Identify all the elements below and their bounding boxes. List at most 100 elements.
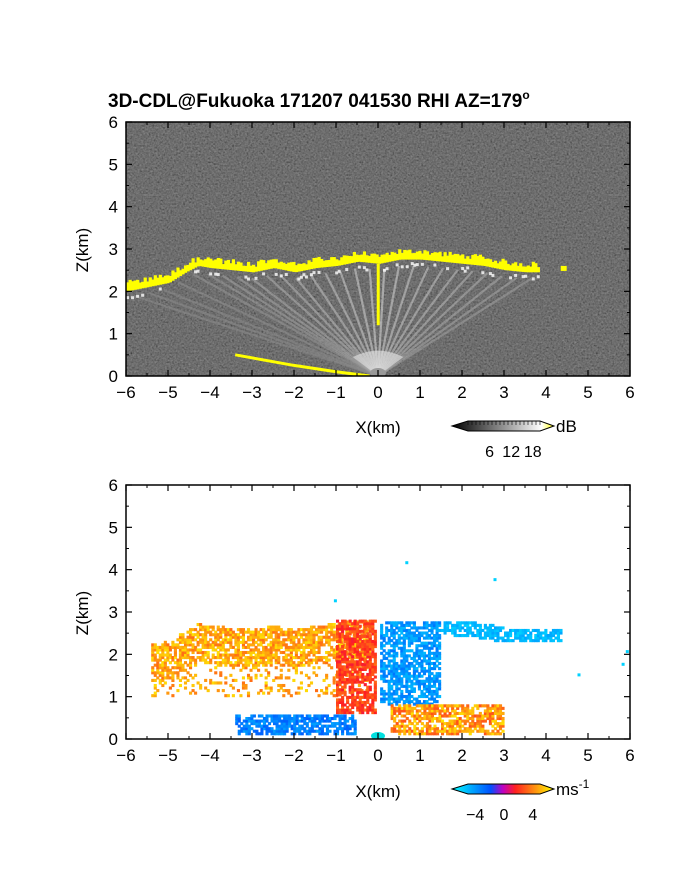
velocity-pixel <box>478 716 482 721</box>
velocity-pixel <box>214 671 218 675</box>
velocity-pixel <box>305 722 309 726</box>
velocity-pixel <box>224 640 228 644</box>
velocity-pixel <box>343 724 347 728</box>
cloud-layer-pixel <box>244 265 248 272</box>
velocity-pixel <box>183 640 188 644</box>
velocity-pixel <box>267 633 271 637</box>
velocity-pixel <box>289 648 293 652</box>
velocity-pixel <box>219 653 223 657</box>
cloud-base-pixel <box>461 266 465 270</box>
velocity-pixel <box>382 656 386 660</box>
velocity-pixel <box>274 676 278 680</box>
velocity-pixel <box>196 640 200 644</box>
velocity-pixel <box>368 645 372 649</box>
velocity-pixel <box>173 650 177 655</box>
velocity-pixel <box>315 656 319 660</box>
velocity-pixel <box>358 652 362 656</box>
velocity-pixel <box>325 724 330 728</box>
velocity-pixel <box>173 671 177 675</box>
velocity-pixel <box>371 632 375 636</box>
velocity-pixel <box>373 688 377 692</box>
velocity-pixel <box>361 642 365 646</box>
velocity-pixel <box>201 650 205 655</box>
velocity-pixel <box>410 729 414 733</box>
velocity-pixel <box>397 682 401 686</box>
velocity-pixel <box>269 656 273 660</box>
velocity-pixel <box>224 633 228 637</box>
velocity-pixel <box>189 663 193 667</box>
velocity-pixel <box>353 719 357 723</box>
velocity-pixel <box>408 711 412 716</box>
backscatter-beam <box>178 281 379 376</box>
velocity-pixel <box>274 638 278 642</box>
velocity-pixel <box>346 627 350 631</box>
velocity-pixel <box>219 630 223 634</box>
velocity-pixel <box>363 622 367 626</box>
velocity-pixel <box>551 639 555 643</box>
velocity-pixel <box>267 628 271 632</box>
velocity-pixel <box>336 685 340 689</box>
velocity-pixel <box>226 658 230 662</box>
velocity-pixel <box>216 638 220 642</box>
velocity-pixel <box>348 632 352 636</box>
velocity-pixel <box>309 625 314 629</box>
cloud-layer-pixel <box>393 252 397 261</box>
velocity-pixel <box>312 658 316 662</box>
velocity-pixel <box>348 662 352 666</box>
velocity-pixel <box>343 680 347 684</box>
velocity-pixel <box>289 628 293 632</box>
velocity-pixel <box>336 652 340 656</box>
cloud-layer-pixel <box>153 275 157 286</box>
velocity-pixel <box>189 656 193 660</box>
velocity-pixel <box>292 648 296 652</box>
velocity-pixel <box>292 640 296 644</box>
velocity-pixel <box>417 651 421 655</box>
velocity-pixel <box>410 714 414 718</box>
velocity-pixel <box>403 706 407 710</box>
velocity-pixel <box>317 648 321 652</box>
velocity-pixel <box>259 656 263 660</box>
velocity-pixel <box>410 664 414 668</box>
velocity-pixel <box>224 661 228 665</box>
velocity-pixel <box>363 624 367 628</box>
velocity-pixel <box>302 645 306 649</box>
velocity-pixel <box>435 659 439 663</box>
velocity-pixel <box>336 655 340 659</box>
velocity-pixel <box>430 677 434 681</box>
velocity-pixel <box>417 694 421 699</box>
velocity-pixel <box>325 714 330 718</box>
velocity-pixel <box>336 693 340 697</box>
velocity-pixel <box>308 719 312 723</box>
velocity-pixel <box>516 634 520 638</box>
velocity-pixel <box>151 658 155 662</box>
velocity-pixel <box>430 621 434 625</box>
velocity-pixel <box>153 671 157 675</box>
velocity-pixel <box>259 628 263 632</box>
velocity-pixel <box>466 729 470 733</box>
velocity-pixel <box>373 639 377 644</box>
velocity-pixel <box>186 653 190 657</box>
velocity-pixel <box>338 670 342 674</box>
velocity-pixel <box>446 621 450 625</box>
velocity-pixel <box>278 719 282 723</box>
velocity-pixel <box>488 631 492 635</box>
velocity-pixel <box>422 626 427 630</box>
cloud-layer-pixel <box>214 259 218 269</box>
velocity-pixel <box>343 708 347 712</box>
velocity-pixel <box>176 645 180 649</box>
velocity-pixel <box>458 621 462 625</box>
velocity-pixel <box>168 686 172 690</box>
velocity-pixel <box>438 646 442 650</box>
velocity-pixel <box>368 639 372 644</box>
velocity-pixel <box>368 708 372 712</box>
velocity-pixel <box>402 626 406 630</box>
velocity-pixel <box>161 663 165 667</box>
velocity-pixel <box>483 636 487 640</box>
velocity-pixel <box>241 658 246 662</box>
velocity-pixel <box>163 666 167 670</box>
velocity-pixel <box>302 638 306 642</box>
velocity-pixel <box>351 665 355 669</box>
velocity-pixel <box>309 643 314 647</box>
velocity-pixel <box>312 635 316 639</box>
velocity-pixel <box>269 628 273 632</box>
